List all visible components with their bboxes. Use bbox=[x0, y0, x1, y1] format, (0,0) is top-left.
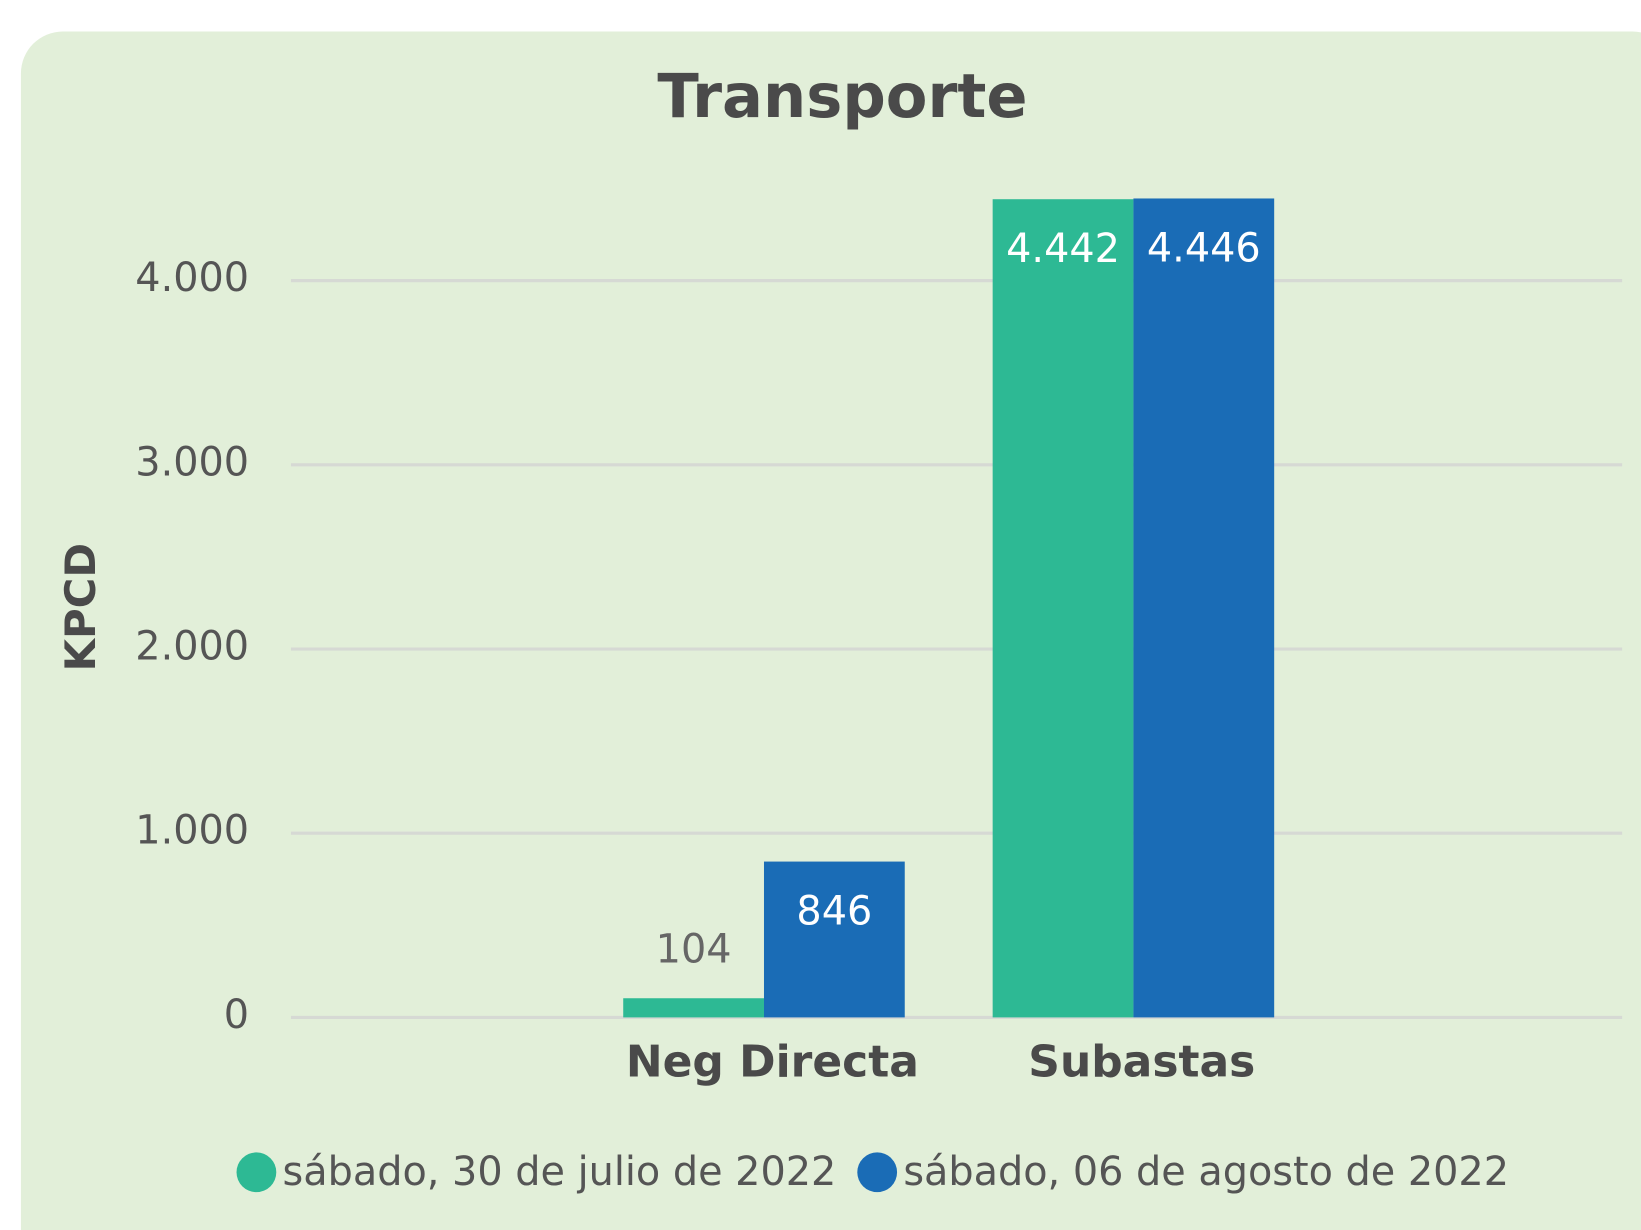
legend-label: sábado, 30 de julio de 2022 bbox=[283, 1149, 837, 1195]
legend-swatch bbox=[236, 1152, 277, 1193]
y-tick-label: 1.000 bbox=[135, 808, 249, 854]
x-tick-label: Neg Directa bbox=[626, 1036, 919, 1087]
bar bbox=[623, 998, 764, 1018]
legend-swatch bbox=[857, 1152, 898, 1193]
data-label: 104 bbox=[656, 927, 732, 973]
x-tick-label: Subastas bbox=[1028, 1036, 1255, 1087]
bar bbox=[992, 199, 1134, 1018]
y-axis-label: KPCD bbox=[56, 543, 105, 672]
y-tick-label: 2.000 bbox=[135, 624, 249, 670]
data-label: 4.442 bbox=[1006, 226, 1120, 272]
y-tick-label: 3.000 bbox=[135, 439, 249, 485]
y-tick-label: 0 bbox=[224, 992, 249, 1038]
data-label: 4.446 bbox=[1147, 225, 1261, 271]
y-tick-label: 4.000 bbox=[135, 255, 249, 301]
legend-label: sábado, 06 de agosto de 2022 bbox=[903, 1149, 1509, 1195]
chart-title: Transporte bbox=[657, 62, 1027, 132]
data-label: 846 bbox=[796, 888, 872, 934]
bar bbox=[763, 861, 905, 1018]
bar bbox=[1133, 198, 1275, 1018]
